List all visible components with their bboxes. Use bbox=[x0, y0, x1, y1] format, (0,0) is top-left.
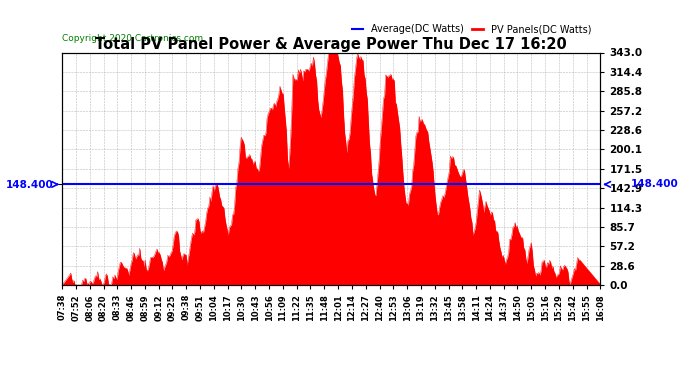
Title: Total PV Panel Power & Average Power Thu Dec 17 16:20: Total PV Panel Power & Average Power Thu… bbox=[95, 38, 567, 52]
Legend: Average(DC Watts), PV Panels(DC Watts): Average(DC Watts), PV Panels(DC Watts) bbox=[348, 20, 595, 38]
Text: 148.400: 148.400 bbox=[631, 179, 678, 189]
Text: Copyright 2020 Cartronics.com: Copyright 2020 Cartronics.com bbox=[62, 34, 204, 43]
